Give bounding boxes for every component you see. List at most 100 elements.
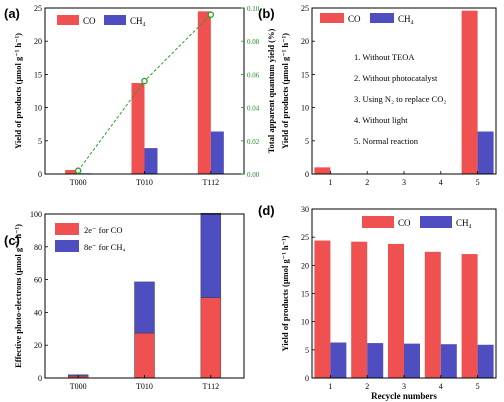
annotation-condition: 5. Normal reaction: [354, 136, 419, 146]
bar-T000-CO: [65, 170, 79, 174]
y-tick-label: 60: [34, 276, 42, 285]
y-axis-label: Yield of products (μmol g⁻¹ h⁻¹): [13, 33, 23, 149]
legend-label-ch4: CH₄: [130, 16, 146, 26]
y-tick-label: 20: [301, 261, 309, 270]
y-tick-label: 15: [301, 70, 309, 79]
legend-swatch-ch4: [104, 15, 126, 25]
quantum-yield-point: [207, 11, 215, 18]
legend-label-ch4: CH₄: [398, 14, 414, 24]
bar-T010-CO: [131, 83, 145, 174]
panel-label: (c): [4, 233, 20, 248]
y-tick-label: 5: [38, 137, 42, 146]
bar-3-CH4: [404, 343, 420, 378]
bar-1-CO: [314, 167, 331, 174]
x-tick-label: 4: [439, 178, 443, 187]
bar-5-CO: [461, 10, 478, 174]
y2-tick-label: 0.00: [247, 171, 260, 179]
y-tick-label: 5: [305, 137, 309, 146]
bar-T112-CH4: [210, 131, 224, 174]
x-tick-label: T000: [70, 178, 87, 187]
bar-T112-2e⁻ for CO: [200, 297, 222, 379]
y2-tick-label: 0.02: [247, 138, 260, 146]
x-tick-label: 3: [402, 382, 406, 391]
y-axis-label: Yield of products (μmol g⁻¹ h⁻¹): [280, 33, 290, 149]
y-tick-label: 25: [34, 4, 42, 13]
annotation-condition: 1. Without TEOA: [354, 52, 415, 62]
panel-a: 0 5 10 15 20 25 T000 T010 T112 (a) Yield of produc…: [4, 4, 276, 187]
y2-tick-label: 0.06: [247, 71, 260, 79]
y-axis-label: Effective photo-electrons (μmol g⁻¹ h⁻¹): [13, 224, 23, 368]
y-tick-label: 10: [34, 104, 42, 113]
y-tick-label: 0: [305, 374, 309, 383]
legend-swatch-co-electrons: [55, 223, 79, 235]
bar-5-CH4: [477, 131, 494, 174]
x-tick-label: T112: [203, 178, 220, 187]
legend-swatch-ch4-electrons: [55, 240, 79, 252]
bar-1-CH4: [330, 342, 347, 378]
x-tick-label: 5: [476, 382, 480, 391]
annotation-condition: 4. Without light: [354, 115, 408, 125]
y-tick-label: 25: [301, 4, 309, 13]
y-tick-label: 15: [301, 290, 309, 299]
y-tick-label: 30: [301, 205, 309, 214]
legend-swatch-co: [57, 15, 79, 25]
x-tick-label: 4: [439, 382, 443, 391]
y-tick-label: 100: [30, 210, 42, 219]
panel-b: 0 5 10 15 20 25 1 2 3 4 5 (b) Yield of products (μmo…: [258, 4, 497, 187]
x-axis-label: Recycle numbers: [371, 391, 437, 401]
y-tick-label: 40: [34, 308, 42, 317]
bar-T112-8e⁻ for CH₄: [200, 212, 222, 298]
x-tick-label: T010: [136, 382, 153, 391]
x-tick-label: 2: [365, 382, 369, 391]
bar-T010-CH4: [144, 148, 158, 174]
y-tick-label: 80: [34, 243, 42, 252]
panel-d: 0 5 10 15 20 25 30 1 2 3 4 5 (d) Yield of products (μ…: [258, 203, 497, 401]
x-tick-label: T010: [136, 178, 153, 187]
y-tick-label: 20: [34, 37, 42, 46]
legend-label-co: CO: [398, 218, 411, 228]
y-tick-label: 20: [34, 341, 42, 350]
x-tick-label: 1: [328, 382, 332, 391]
x-tick-label: 2: [365, 178, 369, 187]
panel-c: 0 20 40 60 80 100 T000 T010 T112 (c)Effective pho…: [4, 210, 245, 391]
y-tick-label: 10: [301, 318, 309, 327]
legend-swatch-ch4: [370, 13, 394, 23]
y-tick-label: 20: [301, 37, 309, 46]
y-tick-label: 0: [305, 170, 309, 179]
x-tick-label: 3: [402, 178, 406, 187]
legend-label-co-electrons: 2e⁻ for CO: [84, 225, 122, 235]
legend-label-co: CO: [348, 14, 361, 24]
y-tick-label: 0: [38, 170, 42, 179]
y-axis-label: Yield of products (μmol g⁻¹ h⁻¹): [280, 235, 290, 351]
legend-swatch-ch4: [420, 216, 452, 228]
bar-1-CO: [314, 240, 331, 378]
bar-T010-2e⁻ for CO: [134, 332, 155, 379]
bar-2-CH4: [367, 343, 384, 378]
panel-label: (b): [258, 6, 275, 21]
panel-label: (a): [4, 6, 20, 21]
y2-tick-label: 0.04: [247, 105, 260, 113]
panel-label: (d): [258, 203, 275, 218]
bar-4-CO: [424, 251, 441, 378]
bar-T112-CO: [197, 11, 211, 174]
bar-5-CO: [461, 254, 478, 378]
bar-4-CH4: [440, 344, 457, 378]
legend-label-co: CO: [83, 16, 96, 26]
bar-2-CO: [351, 241, 368, 378]
y-tick-label: 10: [301, 104, 309, 113]
y-tick-label: 5: [305, 346, 309, 355]
y-tick-label: 25: [301, 233, 309, 242]
bar-3-CO: [388, 243, 404, 378]
bar-5-CH4: [477, 344, 494, 378]
annotation-condition: 3. Using N₂ to replace CO₂: [354, 94, 446, 104]
y2-tick-label: 0.08: [247, 38, 260, 46]
y2-axis-label: Total apparent quantum yield (%): [266, 28, 276, 153]
legend-label-ch4: CH₄: [456, 218, 472, 228]
y-tick-label: 0: [38, 374, 42, 383]
legend-label-ch4-electrons: 8e⁻ for CH₄: [84, 242, 125, 252]
x-tick-label: T000: [70, 382, 87, 391]
bar-T010-8e⁻ for CH₄: [134, 281, 155, 334]
y2-tick-label: 0.10: [247, 5, 260, 13]
quantum-yield-point: [141, 77, 148, 85]
